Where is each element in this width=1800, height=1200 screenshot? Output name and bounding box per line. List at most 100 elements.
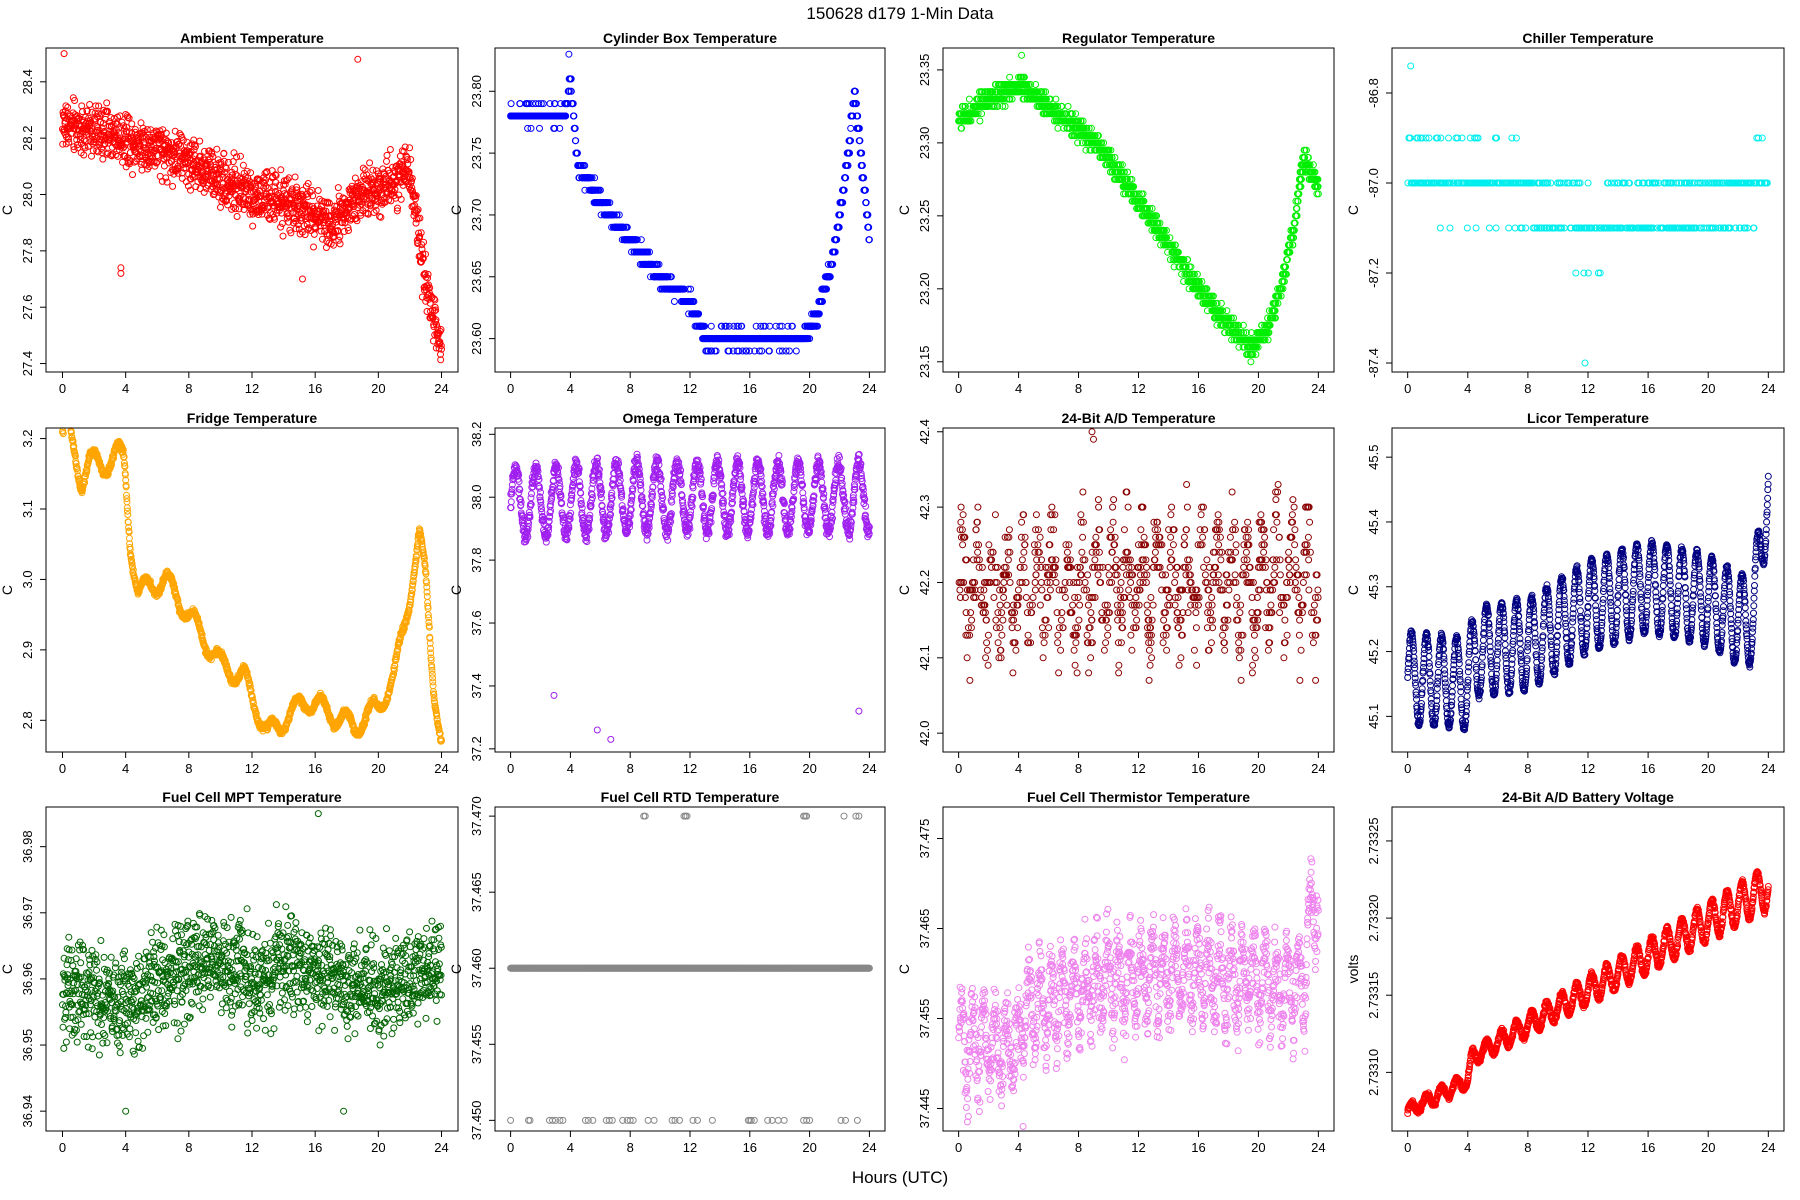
x-tick-label: 24 xyxy=(434,761,448,776)
data-point xyxy=(190,141,198,149)
y-axis-label: C xyxy=(448,205,464,215)
data-point xyxy=(1485,224,1493,232)
data-point xyxy=(246,204,254,212)
data-point xyxy=(354,55,362,63)
y-tick-label: 23.25 xyxy=(917,200,932,233)
data-point xyxy=(278,220,286,227)
x-tick-label: 20 xyxy=(371,761,385,776)
y-tick-label: 3.1 xyxy=(20,500,35,518)
data-point xyxy=(221,168,228,176)
data-point xyxy=(263,195,271,202)
x-tick-label: 24 xyxy=(862,381,876,396)
data-point xyxy=(212,179,220,186)
data-point xyxy=(1407,62,1415,70)
data-point xyxy=(118,118,126,126)
data-point xyxy=(154,158,162,166)
data-point xyxy=(169,182,177,190)
data-point xyxy=(65,138,73,146)
data-point xyxy=(128,133,135,141)
data-point xyxy=(267,188,275,196)
data-point xyxy=(222,197,230,205)
panel-title: Chiller Temperature xyxy=(1522,30,1653,46)
data-point xyxy=(239,161,247,169)
y-tick-label: 27.6 xyxy=(20,295,35,320)
data-points xyxy=(955,51,1322,366)
data-point xyxy=(173,138,180,146)
x-axis-label: Hours (UTC) xyxy=(852,1168,948,1187)
data-point xyxy=(235,205,243,213)
data-point xyxy=(138,166,146,174)
y-tick-label: 28.2 xyxy=(20,126,35,151)
data-point xyxy=(62,102,70,110)
y-tick-label: 23.60 xyxy=(469,322,484,355)
data-point xyxy=(86,101,94,108)
data-point xyxy=(143,126,151,134)
data-point xyxy=(359,164,367,172)
y-tick-label: 23.35 xyxy=(917,54,932,87)
data-point xyxy=(670,298,678,305)
data-point xyxy=(310,230,318,238)
plot-frame xyxy=(1391,47,1785,373)
data-point xyxy=(237,152,244,160)
x-tick-label: 16 xyxy=(1641,381,1655,396)
y-tick-label: 23.75 xyxy=(469,137,484,170)
data-point xyxy=(162,129,170,137)
y-tick-label: 23.65 xyxy=(469,261,484,294)
data-point xyxy=(298,190,306,198)
x-tick-label: 8 xyxy=(185,381,192,396)
data-point xyxy=(229,158,237,166)
data-point xyxy=(291,173,299,181)
x-tick-label: 4 xyxy=(122,761,129,776)
y-tick-label: 28.0 xyxy=(20,182,35,207)
y-tick-label: 23.70 xyxy=(469,199,484,232)
data-point xyxy=(266,215,274,223)
data-point xyxy=(81,144,89,152)
data-point xyxy=(248,181,256,189)
data-point xyxy=(383,157,390,165)
data-point xyxy=(218,170,226,178)
panel-title: Regulator Temperature xyxy=(1062,30,1215,46)
data-point xyxy=(125,114,133,122)
data-point xyxy=(187,186,194,194)
data-point xyxy=(89,147,97,155)
data-point xyxy=(1458,134,1466,142)
data-point xyxy=(298,214,306,222)
y-tick-label: 23.30 xyxy=(917,127,932,160)
data-point xyxy=(340,228,348,235)
data-point xyxy=(406,144,414,152)
data-point xyxy=(154,131,162,139)
x-tick-label: 8 xyxy=(1524,381,1531,396)
x-tick-label: 0 xyxy=(59,761,66,776)
x-tick-label: 4 xyxy=(1464,381,1471,396)
data-point xyxy=(187,175,195,183)
data-point xyxy=(334,184,342,192)
data-point xyxy=(213,145,221,153)
data-point xyxy=(1584,179,1592,187)
x-tick-label: 16 xyxy=(1191,381,1205,396)
data-point xyxy=(217,203,224,211)
x-tick-label: 0 xyxy=(59,381,66,396)
data-point xyxy=(178,169,186,177)
data-point xyxy=(261,169,269,177)
data-point xyxy=(162,174,170,182)
y-tick-label: -87.4 xyxy=(1366,348,1381,378)
x-tick-label: 16 xyxy=(743,381,757,396)
data-point xyxy=(65,135,72,143)
data-point xyxy=(88,108,96,116)
y-tick-label: -87.0 xyxy=(1366,168,1381,198)
data-point xyxy=(129,171,136,179)
data-point xyxy=(1463,224,1471,232)
data-point xyxy=(301,231,309,239)
data-point xyxy=(228,205,236,213)
data-point xyxy=(707,322,715,330)
x-tick-label: 16 xyxy=(308,381,322,396)
data-point xyxy=(103,99,111,107)
data-point xyxy=(1572,269,1580,277)
data-point xyxy=(272,172,280,179)
y-tick-label: 3.2 xyxy=(20,430,35,448)
data-point xyxy=(262,182,270,190)
data-point xyxy=(309,192,317,200)
